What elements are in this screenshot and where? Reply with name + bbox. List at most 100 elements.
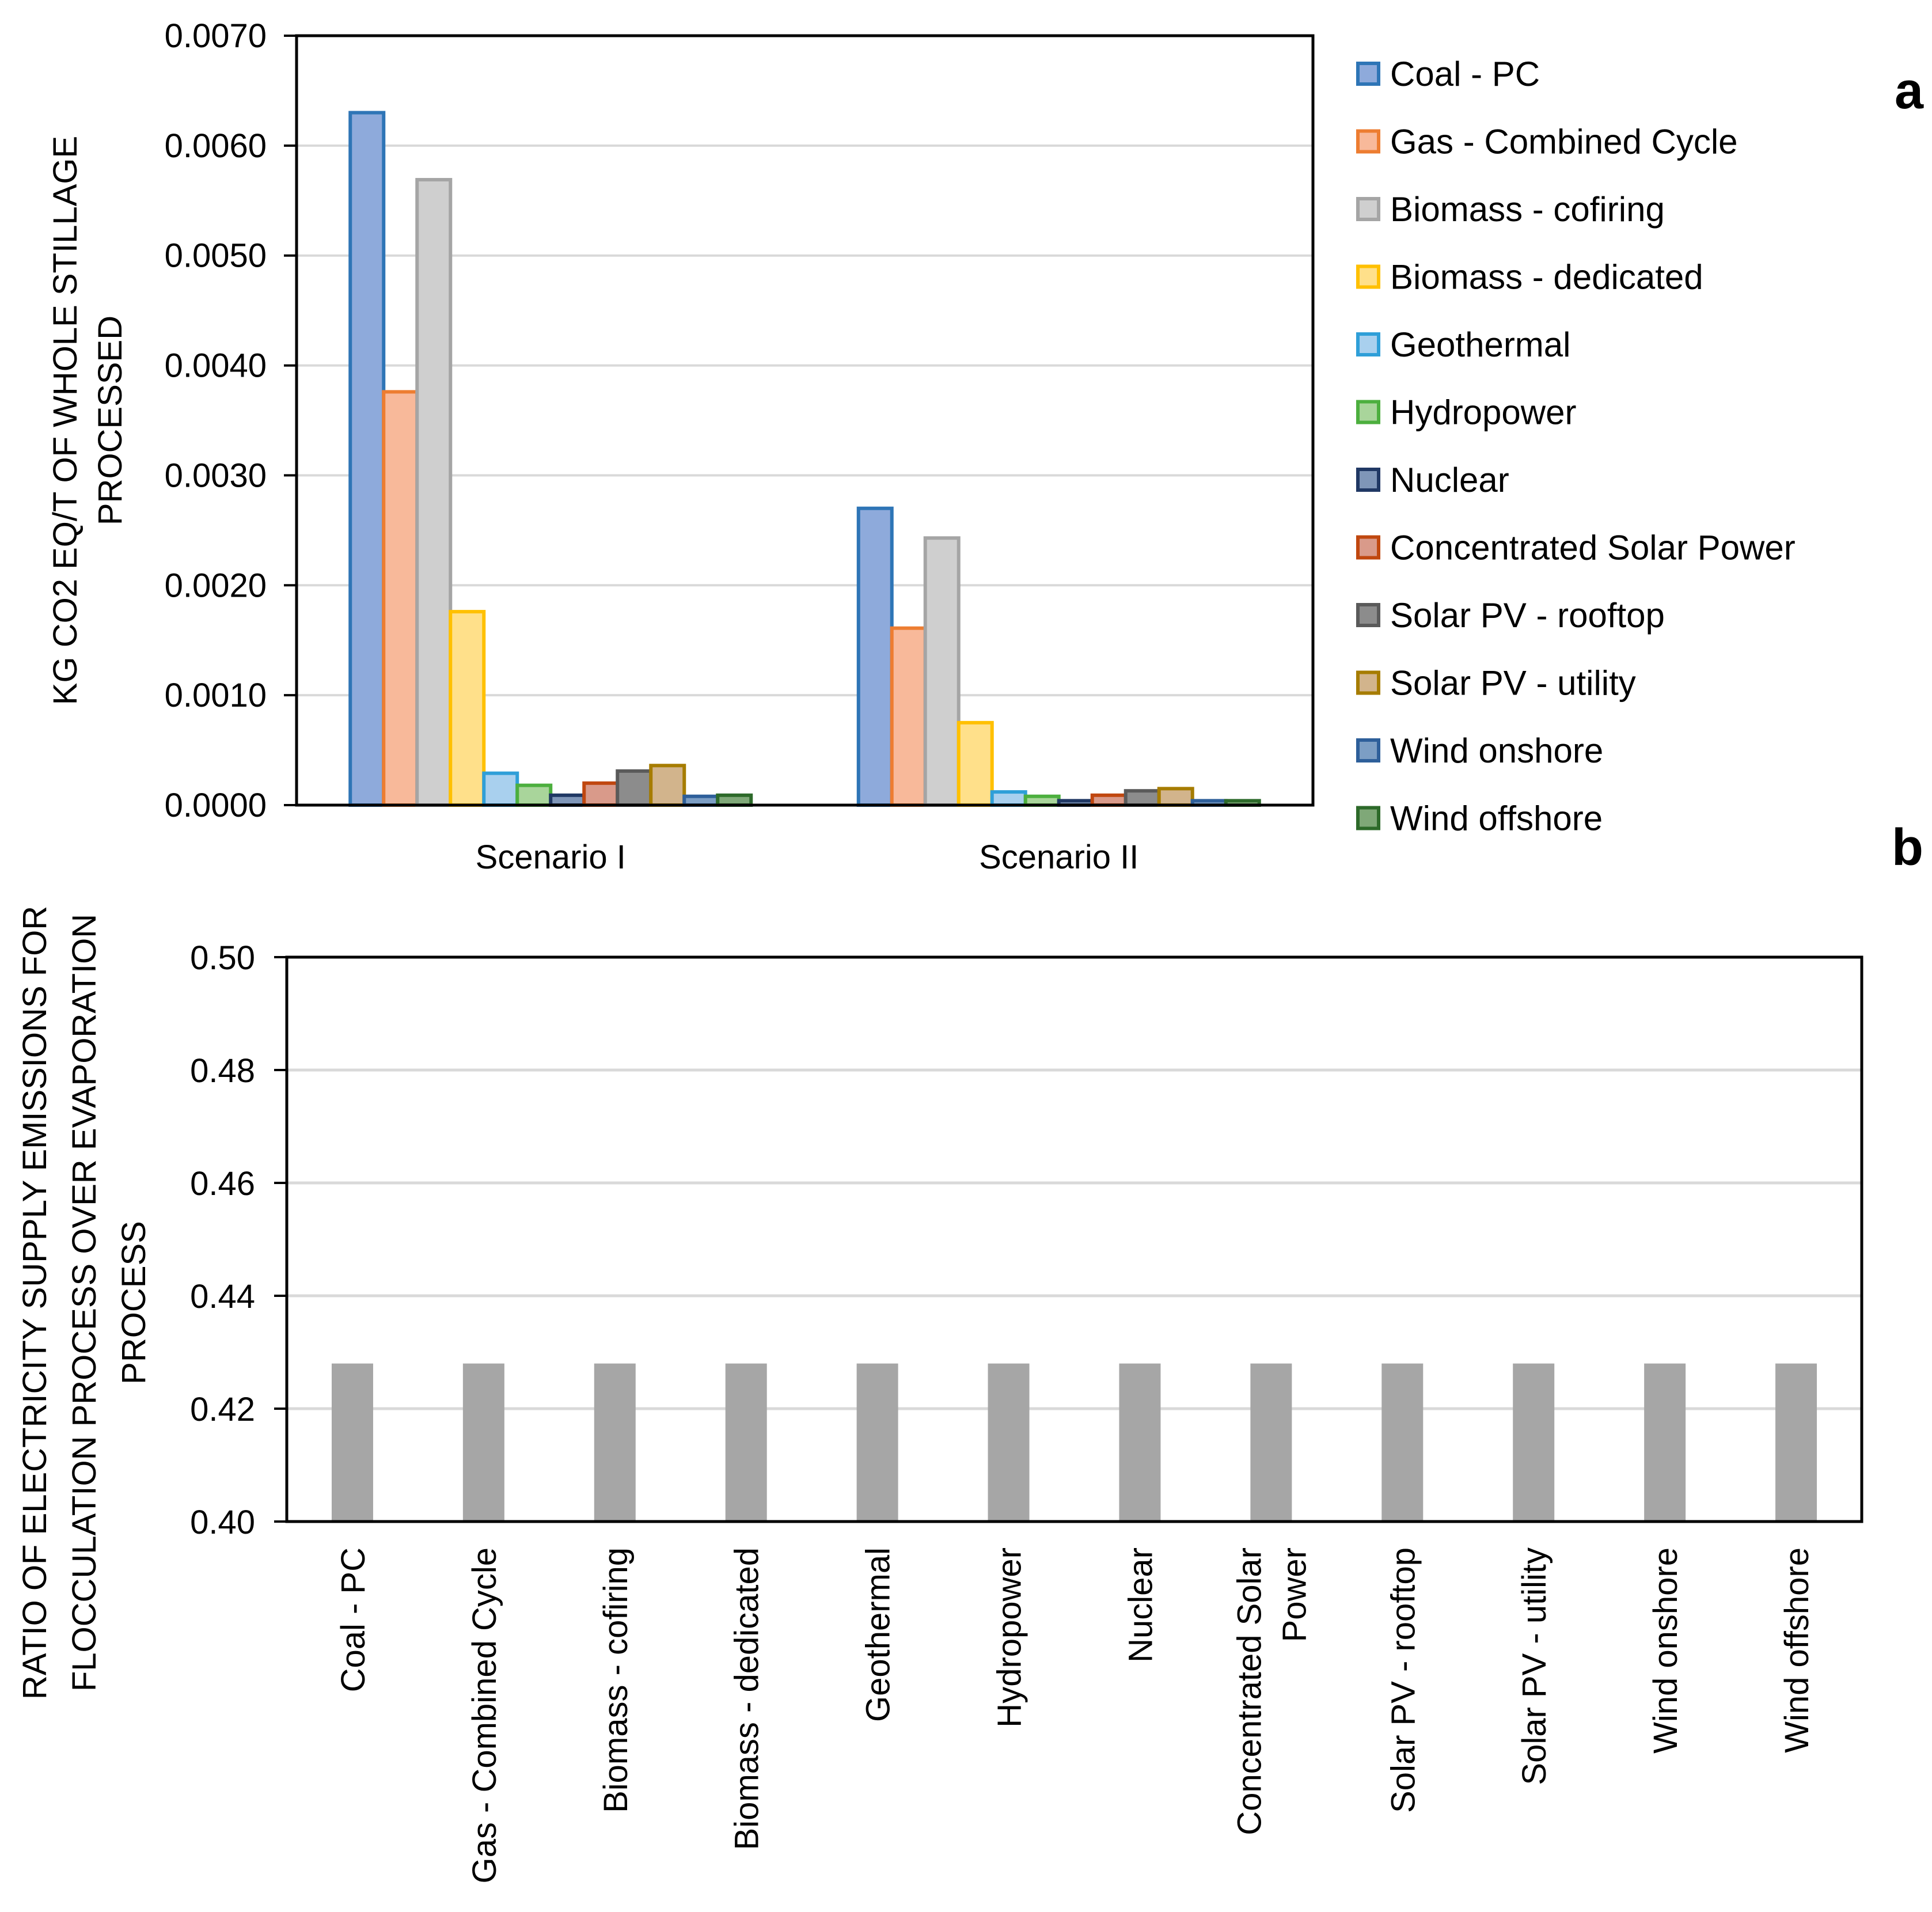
- legend-item: Hydropower: [1356, 393, 1576, 432]
- legend-item: Nuclear: [1356, 461, 1509, 499]
- legend-item: Wind offshore: [1356, 799, 1603, 838]
- y-tick-label: 0.0060: [165, 127, 267, 165]
- x-category-label: Biomass - dedicated: [728, 1547, 766, 1850]
- legend-item: Biomass - cofiring: [1356, 190, 1665, 229]
- legend-label: Nuclear: [1390, 461, 1509, 499]
- y-tick-label: 0.50: [190, 939, 255, 977]
- bar-wind-onshore: [1644, 1363, 1686, 1522]
- bar-concentrated-solar-power-scenario-ii: [1090, 793, 1128, 807]
- x-category-label: Scenario II: [979, 839, 1138, 876]
- y-tick-label: 0.0070: [165, 17, 267, 55]
- y-tick-label: 0.48: [190, 1052, 255, 1090]
- bar-geothermal: [856, 1363, 898, 1522]
- legend-label: Gas - Combined Cycle: [1390, 123, 1738, 161]
- bar-wind-offshore: [1775, 1363, 1817, 1522]
- x-category-label: Wind offshore: [1778, 1547, 1816, 1753]
- bar-solar-pv-rooftop: [1381, 1363, 1424, 1522]
- y-tick-label: 0.44: [190, 1278, 255, 1315]
- x-category-label: Solar PV - rooftop: [1384, 1547, 1422, 1813]
- bar-coal-pc-scenario-i: [348, 111, 386, 807]
- y-tick-label: 0.42: [190, 1391, 255, 1428]
- bar-hydropower: [988, 1363, 1030, 1522]
- legend-swatch: [1356, 738, 1380, 762]
- y-tick-label: 0.0000: [165, 787, 267, 824]
- legend-item: Gas - Combined Cycle: [1356, 123, 1738, 161]
- legend-label: Hydropower: [1390, 393, 1576, 432]
- x-category-label: Biomass - cofiring: [597, 1547, 635, 1813]
- legend-item: Biomass - dedicated: [1356, 258, 1703, 297]
- legend-swatch: [1356, 468, 1380, 492]
- bar-biomass-dedicated-scenario-i: [449, 610, 486, 807]
- legend-swatch: [1356, 535, 1380, 560]
- y-tick-label: 0.0040: [165, 347, 267, 385]
- y-tick-label: 0.0050: [165, 237, 267, 275]
- bar-biomass-cofiring-scenario-i: [415, 178, 453, 807]
- bar-biomass-cofiring: [594, 1363, 636, 1522]
- bar-solar-pv-rooftop-scenario-i: [616, 769, 653, 807]
- x-category-label: Concentrated Solar Power: [1231, 1547, 1313, 1835]
- panel-b-chart: b 0.40 0.42 0.44 0.46 0.48 0.50 Coal - PC Gas - …: [16, 819, 1923, 1883]
- bar-coal-pc-scenario-ii: [856, 506, 894, 807]
- y-axis-title: RATIO OF ELECTRICITY SUPPLY EMISSIONS FO…: [16, 906, 153, 1699]
- legend-swatch: [1356, 129, 1380, 154]
- legend-item: Concentrated Solar Power: [1356, 529, 1796, 567]
- x-category-label: Gas - Combined Cycle: [466, 1547, 503, 1883]
- x-category-label: Wind onshore: [1647, 1547, 1684, 1754]
- bar-gas-combined-cycle-scenario-i: [382, 390, 419, 807]
- bar-gas-combined-cycle-scenario-ii: [890, 626, 927, 807]
- x-category-label: Hydropower: [991, 1547, 1028, 1728]
- legend-swatch: [1356, 670, 1380, 695]
- bar-biomass-dedicated-scenario-ii: [956, 720, 994, 807]
- plot-frame: [295, 34, 1315, 807]
- x-category-label: Scenario I: [476, 839, 626, 876]
- y-tick-label: 0.0010: [165, 677, 267, 714]
- bar-wind-offshore-scenario-i: [716, 793, 753, 807]
- legend-label: Coal - PC: [1390, 55, 1540, 93]
- plot-frame: [285, 955, 1863, 1523]
- legend-swatch: [1356, 806, 1380, 830]
- bar-gas-combined-cycle: [462, 1363, 504, 1522]
- legend-label: Biomass - cofiring: [1390, 190, 1665, 229]
- bar-geothermal-scenario-ii: [990, 790, 1027, 807]
- x-category-label: Nuclear: [1122, 1547, 1159, 1663]
- legend-item: Coal - PC: [1356, 55, 1540, 93]
- y-axis-title: KG CO2 EQ/T OF WHOLE STILLAGE PROCESSED: [47, 136, 129, 705]
- x-category-label: Geothermal: [860, 1547, 897, 1722]
- legend-swatch: [1356, 264, 1380, 289]
- bar-concentrated-solar-power-scenario-i: [582, 781, 620, 807]
- bar-solar-pv-utility-scenario-ii: [1157, 787, 1194, 807]
- legend-swatch: [1356, 332, 1380, 356]
- legend-swatch: [1356, 603, 1380, 627]
- y-tick-label: 0.0030: [165, 457, 267, 494]
- legend-swatch: [1356, 197, 1380, 221]
- bar-nuclear: [1119, 1363, 1161, 1522]
- bar-geothermal-scenario-i: [482, 771, 519, 807]
- bar-biomass-dedicated: [725, 1363, 767, 1522]
- panel-label-b: b: [1892, 819, 1923, 877]
- x-category-label: Coal - PC: [335, 1547, 372, 1692]
- y-tick-label: 0.40: [190, 1504, 255, 1541]
- legend-item: Solar PV - rooftop: [1356, 596, 1665, 635]
- bar-biomass-cofiring-scenario-ii: [923, 536, 961, 807]
- legend-label: Wind offshore: [1390, 799, 1603, 838]
- x-category-label: Solar PV - utility: [1516, 1547, 1553, 1785]
- panel-a-chart: 0.0000 0.0010 0.0020 0.0030 0.0040 0.0050 0.00…: [47, 17, 1924, 876]
- legend-label: Biomass - dedicated: [1390, 258, 1703, 297]
- legend-label: Solar PV - utility: [1390, 664, 1636, 703]
- bar-solar-pv-utility-scenario-i: [649, 764, 686, 807]
- bar-solar-pv-utility: [1513, 1363, 1555, 1522]
- bar-concentrated-solar-power: [1250, 1363, 1292, 1522]
- legend-label: Wind onshore: [1390, 731, 1603, 770]
- bar-solar-pv-rooftop-scenario-ii: [1123, 789, 1161, 807]
- bar-coal-pc: [331, 1363, 373, 1522]
- y-tick-label: 0.46: [190, 1165, 255, 1202]
- panel-label-a: a: [1895, 62, 1924, 120]
- bar-nuclear-scenario-i: [549, 793, 586, 807]
- legend-label: Concentrated Solar Power: [1390, 529, 1796, 567]
- legend-label: Solar PV - rooftop: [1390, 596, 1665, 635]
- legend-swatch: [1356, 400, 1380, 424]
- legend-item: Geothermal: [1356, 325, 1570, 364]
- legend-item: Solar PV - utility: [1356, 664, 1636, 703]
- y-tick-label: 0.0020: [165, 567, 267, 604]
